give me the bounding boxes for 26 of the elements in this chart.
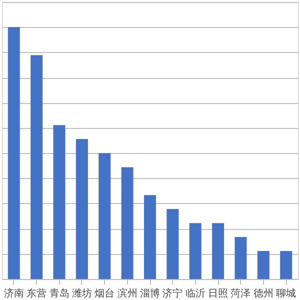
x-tick-label: 滨州 bbox=[117, 288, 138, 300]
x-tick-label: 东营 bbox=[26, 288, 47, 300]
x-tick-label: 德州 bbox=[253, 288, 274, 300]
bar bbox=[8, 27, 20, 279]
bar bbox=[189, 223, 202, 279]
x-tick-label: 青岛 bbox=[49, 288, 70, 300]
bar bbox=[144, 195, 156, 279]
x-tick-label: 聊城 bbox=[276, 288, 296, 300]
x-tick-label: 淄博 bbox=[140, 288, 160, 300]
bar bbox=[212, 223, 224, 279]
x-tick-label: 菏泽 bbox=[230, 288, 251, 300]
bar bbox=[30, 55, 43, 279]
bar bbox=[98, 153, 111, 279]
bar bbox=[53, 125, 66, 279]
bar bbox=[257, 251, 270, 279]
x-tick-label: 潍坊 bbox=[72, 288, 92, 300]
bar bbox=[121, 167, 134, 279]
bar bbox=[280, 251, 292, 279]
x-tick-label: 济南 bbox=[4, 288, 24, 300]
x-tick-label: 日照 bbox=[208, 288, 228, 300]
x-tick-label: 烟台 bbox=[94, 288, 115, 300]
bar bbox=[166, 208, 179, 279]
bar bbox=[76, 138, 88, 279]
x-tick-label: 济宁 bbox=[162, 288, 183, 300]
bar bbox=[234, 236, 247, 279]
x-tick-label: 临沂 bbox=[185, 288, 206, 300]
